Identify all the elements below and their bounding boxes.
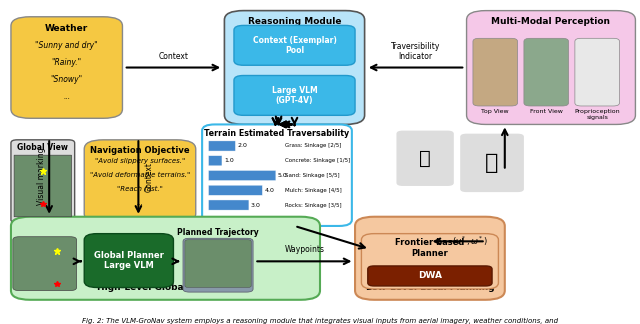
Text: Proprioception
signals: Proprioception signals [574, 109, 620, 120]
FancyBboxPatch shape [396, 131, 454, 186]
Text: Low-Level Local Planning: Low-Level Local Planning [365, 283, 494, 292]
FancyBboxPatch shape [355, 217, 505, 300]
Text: "Sunny and dry": "Sunny and dry" [35, 41, 98, 50]
FancyBboxPatch shape [209, 141, 236, 151]
Text: Fig. 2: The VLM-GroNav system employs a reasoning module that integrates visual : Fig. 2: The VLM-GroNav system employs a … [82, 318, 558, 324]
FancyBboxPatch shape [185, 240, 251, 287]
Text: 4.0: 4.0 [264, 188, 274, 193]
Text: Rocks: Sinkage [3/5]: Rocks: Sinkage [3/5] [285, 202, 342, 208]
Text: Context: Context [159, 52, 188, 61]
FancyBboxPatch shape [209, 156, 222, 166]
FancyBboxPatch shape [524, 38, 568, 106]
Text: ...: ... [63, 92, 70, 101]
FancyBboxPatch shape [209, 185, 262, 195]
FancyBboxPatch shape [467, 11, 636, 124]
Text: DWA: DWA [418, 272, 442, 281]
Text: Global View: Global View [17, 143, 68, 152]
Text: Multi-Modal Perception: Multi-Modal Perception [492, 17, 611, 26]
Text: Traversibility
Indicator: Traversibility Indicator [391, 42, 440, 61]
Text: High-Level Global Planning: High-Level Global Planning [97, 283, 234, 292]
Text: Top View: Top View [481, 109, 509, 114]
Text: Weather: Weather [45, 24, 88, 33]
Text: "Rainy.": "Rainy." [52, 58, 82, 67]
FancyBboxPatch shape [183, 238, 253, 292]
Text: Large VLM
(GPT-4V): Large VLM (GPT-4V) [271, 86, 317, 105]
FancyBboxPatch shape [362, 234, 499, 289]
Text: 3.0: 3.0 [251, 202, 260, 208]
Text: Terrain Estimated Traversability: Terrain Estimated Traversability [204, 129, 349, 138]
FancyBboxPatch shape [209, 170, 276, 180]
FancyBboxPatch shape [11, 217, 320, 300]
Text: Mulch: Sinkage [4/5]: Mulch: Sinkage [4/5] [285, 188, 342, 193]
FancyBboxPatch shape [473, 38, 518, 106]
Text: Navigation Objective: Navigation Objective [90, 146, 190, 155]
Text: Context (Exemplar)
Pool: Context (Exemplar) Pool [253, 36, 337, 55]
Text: 2.0: 2.0 [237, 144, 247, 148]
Text: Grass: Sinkage [2/5]: Grass: Sinkage [2/5] [285, 144, 342, 148]
Text: 🤖: 🤖 [419, 149, 431, 168]
Text: Frontier based
Planner: Frontier based Planner [396, 238, 465, 258]
FancyBboxPatch shape [234, 75, 355, 115]
FancyBboxPatch shape [209, 200, 249, 210]
FancyBboxPatch shape [11, 140, 75, 223]
Text: Context: Context [145, 162, 154, 192]
Text: $(v^*, \omega^*)$: $(v^*, \omega^*)$ [452, 235, 488, 248]
Text: ...: ... [136, 200, 143, 206]
FancyBboxPatch shape [202, 124, 352, 226]
Text: Reasoning Module: Reasoning Module [248, 17, 341, 26]
Text: Front View: Front View [530, 109, 563, 114]
Text: "Reach fast.": "Reach fast." [117, 186, 163, 192]
FancyBboxPatch shape [234, 25, 355, 65]
Text: "Snowy": "Snowy" [51, 75, 83, 84]
Text: 5.0: 5.0 [278, 173, 287, 178]
Text: Waypoints: Waypoints [284, 245, 324, 254]
FancyBboxPatch shape [84, 234, 173, 287]
FancyBboxPatch shape [11, 17, 122, 118]
Text: 1.0: 1.0 [224, 158, 234, 163]
Text: "Avoid deformable terrains.": "Avoid deformable terrains." [90, 172, 190, 178]
FancyBboxPatch shape [84, 140, 196, 223]
FancyBboxPatch shape [14, 155, 72, 217]
FancyBboxPatch shape [368, 266, 492, 286]
FancyBboxPatch shape [225, 11, 365, 124]
FancyBboxPatch shape [13, 237, 77, 291]
Text: Visual marking: Visual marking [37, 148, 46, 205]
Text: "Avoid slippery surfaces.": "Avoid slippery surfaces." [95, 158, 185, 164]
Text: Concrete: Sinkage [1/5]: Concrete: Sinkage [1/5] [285, 158, 351, 163]
Text: Planned Trajectory: Planned Trajectory [177, 228, 259, 237]
FancyBboxPatch shape [460, 134, 524, 192]
FancyBboxPatch shape [575, 38, 620, 106]
Text: 🚗: 🚗 [485, 153, 499, 173]
Text: Global Planner
Large VLM: Global Planner Large VLM [94, 251, 164, 270]
Text: Sand: Sinkage [5/5]: Sand: Sinkage [5/5] [285, 173, 340, 178]
